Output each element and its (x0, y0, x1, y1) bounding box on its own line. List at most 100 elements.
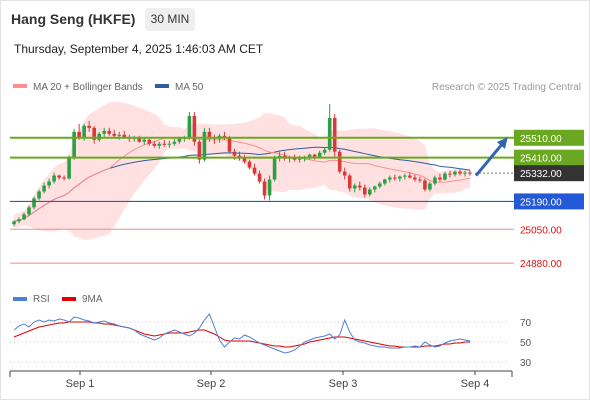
candle-body (468, 172, 472, 174)
candle-body (112, 133, 117, 136)
candle-body (207, 131, 212, 138)
candle-body (403, 175, 407, 177)
candle-body (408, 175, 412, 178)
candle-body (378, 183, 382, 187)
candle-body (197, 141, 202, 160)
candle-body (433, 177, 437, 184)
price-panel (12, 101, 472, 240)
candle-body (362, 187, 367, 195)
rsi-tick-30: 30 (520, 358, 532, 369)
candle-body (297, 158, 302, 160)
candle-body (37, 191, 41, 199)
candle-body (428, 183, 432, 190)
candle-body (77, 131, 81, 138)
rsi-legend-swatch (13, 297, 27, 301)
candle-body (267, 179, 272, 196)
level-support_weak-4-label: 25050.00 (520, 225, 562, 236)
candle-body (332, 117, 337, 152)
candle-body (252, 167, 257, 174)
candle-body (352, 185, 357, 189)
rsi-ma-legend-label: 9MA (82, 294, 103, 305)
candle-body (357, 185, 362, 188)
time-axis: Sep 1 Sep 2 Sep 3 Sep 4 (9, 370, 513, 390)
candle-body (438, 177, 442, 180)
level-resistance-1-label: 25410.00 (520, 154, 562, 165)
candle-body (162, 143, 167, 145)
candle-body (367, 189, 372, 195)
candle-body (27, 207, 31, 215)
candle-body (418, 179, 422, 181)
candle-body (102, 130, 106, 134)
ma20-legend-label: MA 20 + Bollinger Bands (33, 82, 143, 93)
candle-body (257, 173, 262, 182)
candle-body (383, 179, 387, 184)
candle-body (137, 137, 142, 142)
instrument-title: Hang Seng (HKFE) (11, 11, 136, 27)
candle-body (242, 157, 247, 162)
rsi-tick-70: 70 (520, 318, 532, 329)
candle-body (57, 175, 61, 178)
bollinger-band (14, 101, 470, 240)
candle-body (347, 175, 352, 189)
candle-body (448, 173, 452, 175)
time-tick-label-2: Sep 3 (329, 378, 358, 390)
rsi-tick-50: 50 (520, 338, 532, 349)
ma50-legend-label: MA 50 (175, 82, 204, 93)
research-credit: Research © 2025 Trading Central (432, 82, 581, 93)
candle-body (187, 115, 192, 138)
candle-body (317, 152, 322, 157)
candle-body (117, 134, 122, 136)
rsi-ma-line (13, 321, 470, 348)
candle-body (42, 185, 46, 192)
rsi-ma-legend-swatch (62, 297, 76, 301)
rsi-line (13, 313, 471, 354)
candle-body (62, 177, 66, 179)
candle-body (52, 175, 56, 182)
ma20-legend-swatch (13, 84, 27, 88)
candle-body (307, 154, 312, 157)
candle-body (32, 198, 36, 208)
time-tick-label-0: Sep 1 (66, 378, 95, 390)
timeframe-button[interactable]: 30 MIN (145, 8, 195, 31)
candle-body (22, 214, 26, 220)
candle-body (337, 151, 342, 172)
level-support-3-tag (514, 193, 584, 210)
candle-body (172, 141, 177, 144)
time-tick-label-1: Sep 2 (197, 378, 226, 390)
candle-body (157, 143, 162, 146)
candle-body (147, 139, 152, 144)
candle-body (72, 131, 76, 158)
forecast-arrow-shaft (474, 140, 506, 177)
candle-body (458, 171, 462, 174)
candle-body (423, 180, 427, 190)
ma50-legend-swatch (155, 84, 169, 88)
candle-body (463, 172, 467, 174)
price-levels: 25510.00 25410.00 25332.00 25190.00 25050.00… (10, 129, 584, 270)
candle-body (17, 219, 21, 222)
candle-body (202, 131, 207, 160)
level-current-2-tag (514, 165, 584, 182)
candle-body (227, 137, 232, 152)
datetime-label: Thursday, September 4, 2025 1:46:03 AM C… (14, 42, 264, 56)
candle-body (443, 173, 447, 180)
level-resistance-0-tag (514, 129, 584, 146)
level-support-3-label: 25190.00 (520, 197, 562, 208)
candle-body (393, 177, 397, 179)
candle-body (272, 157, 277, 180)
candle-body (322, 149, 327, 153)
candle-body (398, 176, 402, 179)
candle-body (177, 138, 182, 142)
candle-body (453, 171, 457, 175)
candle-body (122, 134, 127, 138)
candle-body (247, 161, 252, 168)
candle-body (312, 154, 317, 157)
candle-body (87, 125, 91, 128)
candle-body (388, 177, 392, 180)
level-support_weak-5-label: 24880.00 (520, 259, 562, 270)
candle-body (192, 115, 197, 142)
candle-body (82, 125, 86, 138)
candle-body (152, 143, 157, 146)
candle-body (262, 181, 267, 196)
candle-body (47, 181, 51, 186)
